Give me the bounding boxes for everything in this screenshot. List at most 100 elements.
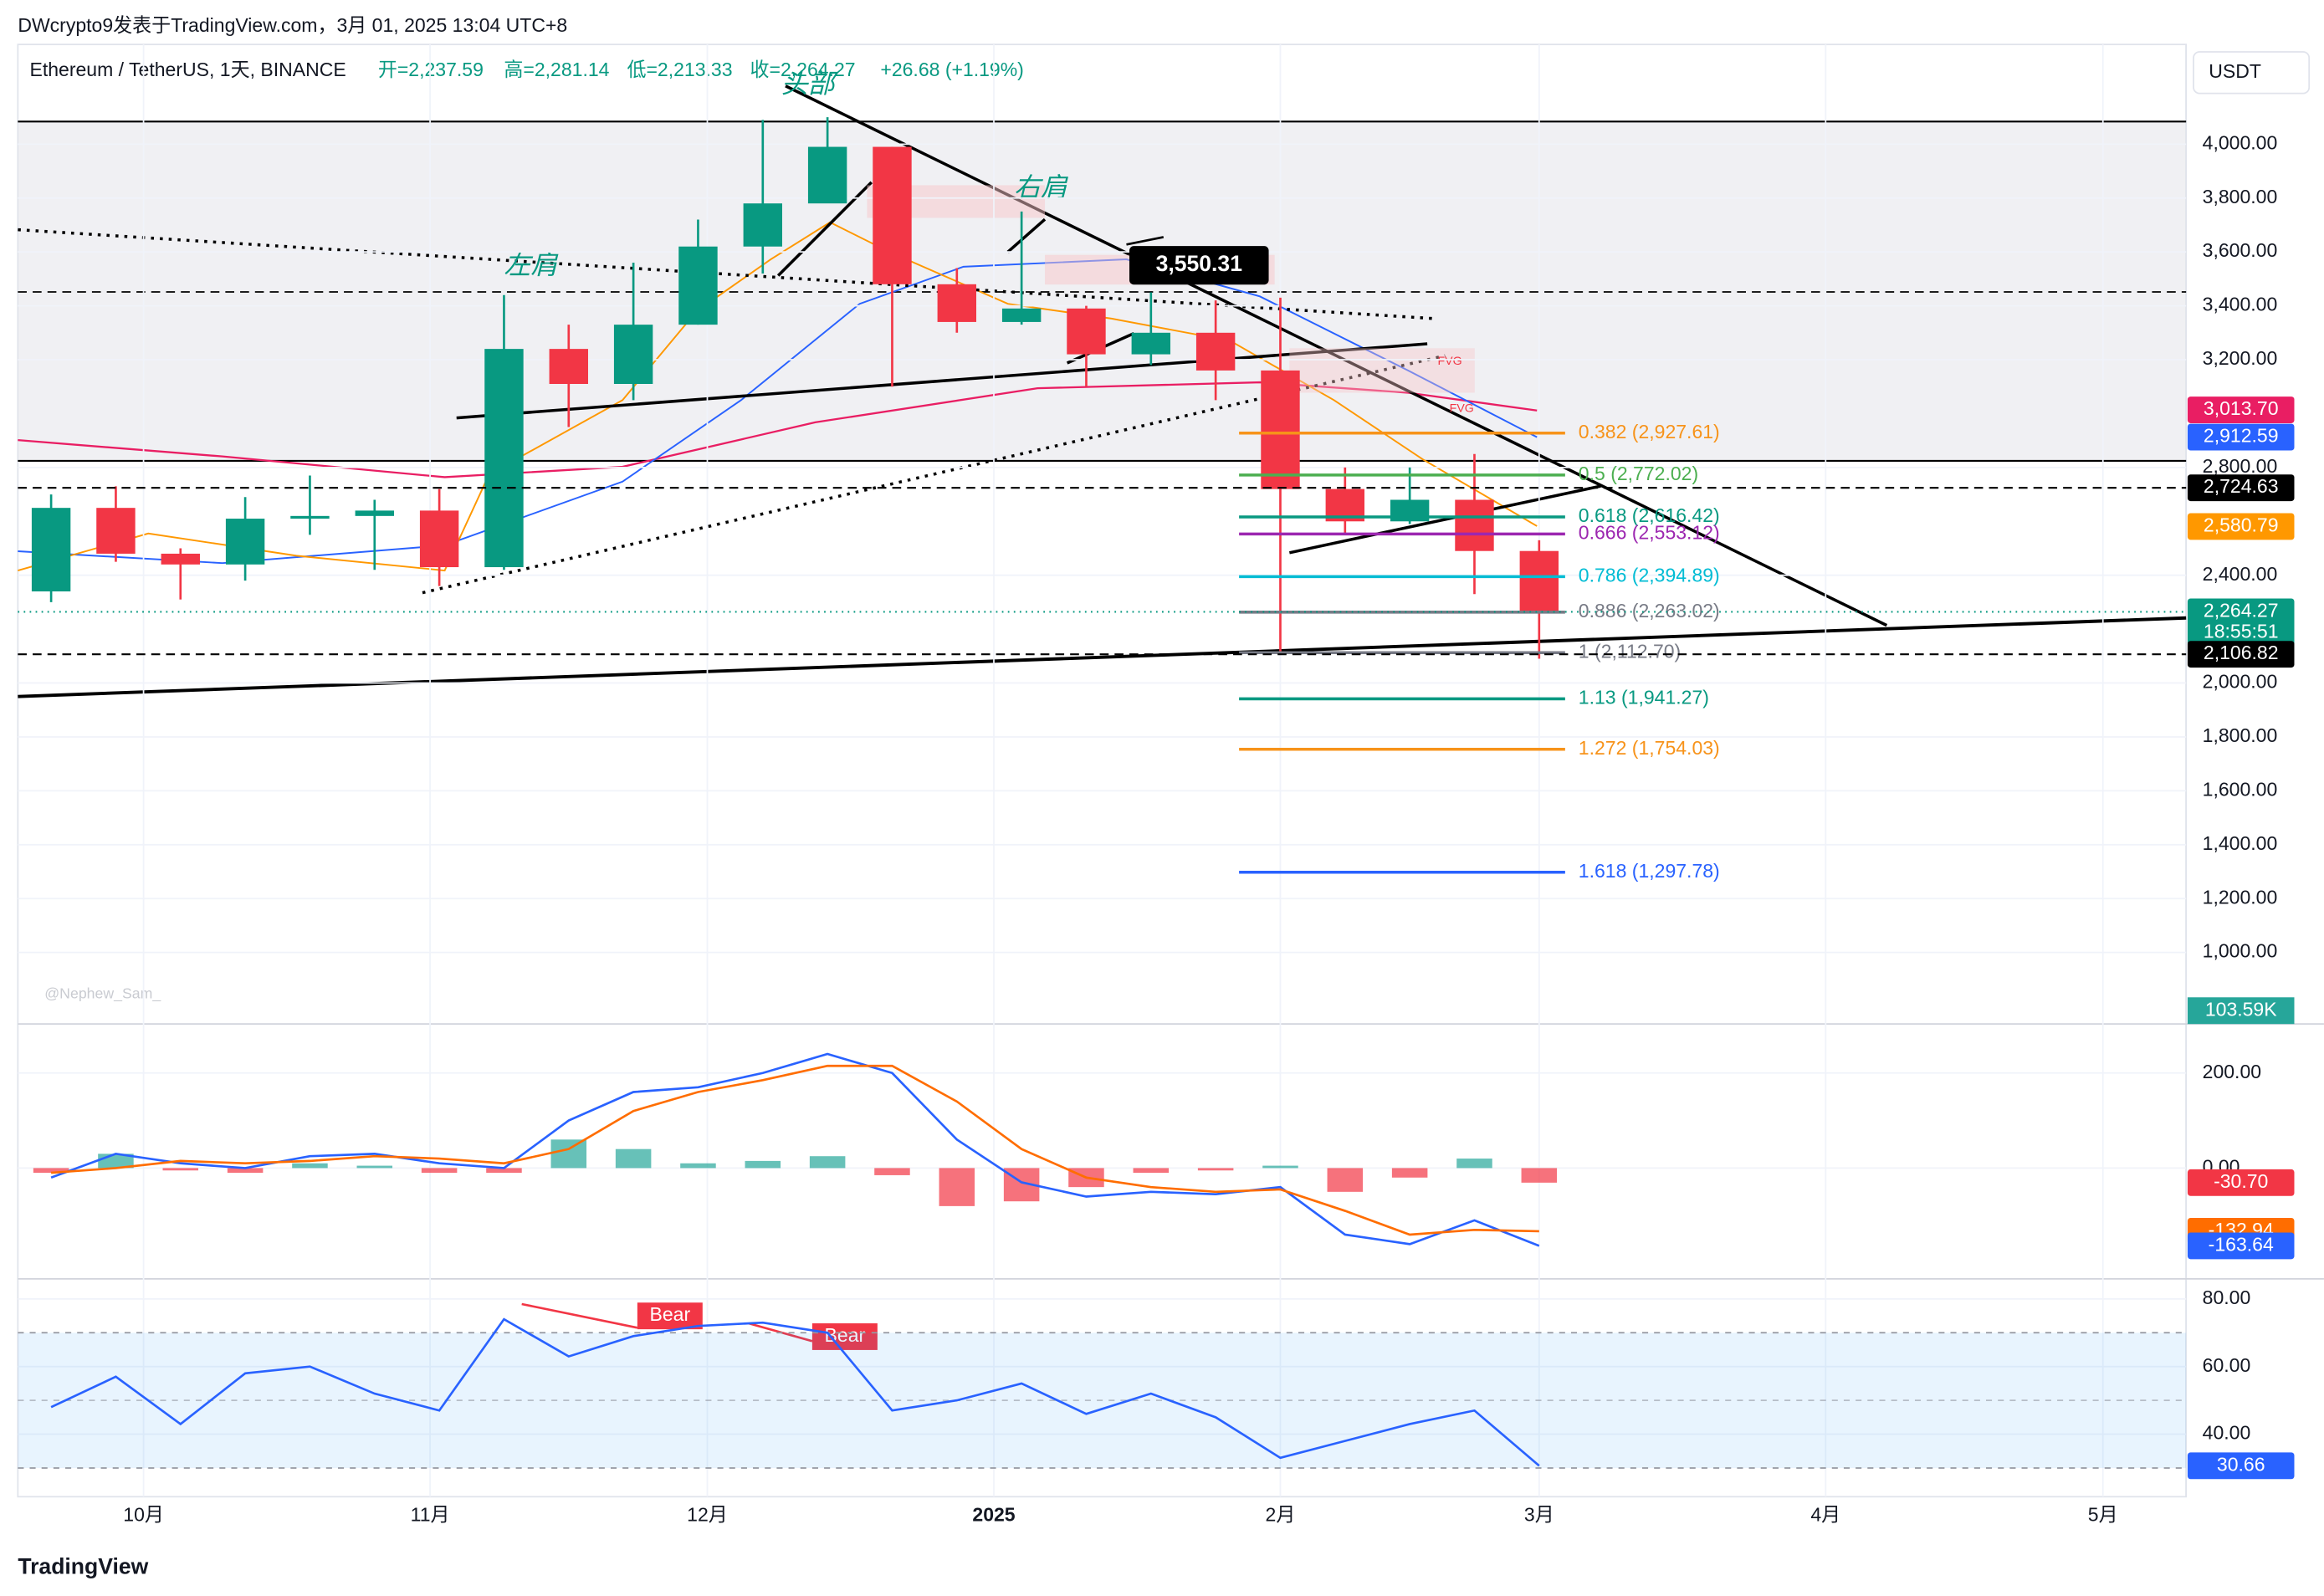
histogram-bar: [33, 1168, 69, 1174]
ma-200: [18, 381, 1538, 478]
callout-pointer: [1126, 236, 1165, 246]
price-tag-label: -163.64: [2209, 1233, 2274, 1255]
candle-body: [1001, 308, 1042, 322]
candle-body: [807, 146, 847, 204]
histogram-bar: [615, 1148, 652, 1169]
y-tick-label: 80.00: [2203, 1287, 2251, 1308]
y-tick-label: 2,000.00: [2203, 671, 2278, 693]
fib-label: 0.382 (2,927.61): [1579, 421, 1720, 442]
x-tick-label: 12月: [687, 1503, 728, 1525]
fvg-label: FVG: [1438, 355, 1462, 368]
fib-label: 1.272 (1,754.03): [1579, 737, 1720, 759]
candle-body: [873, 146, 912, 284]
histogram-bar: [680, 1163, 716, 1169]
price-tag: [2187, 1452, 2295, 1480]
y-tick-label: 1,000.00: [2203, 940, 2278, 962]
y-tick-label: 4,000.00: [2203, 131, 2278, 153]
histogram-bar: [1327, 1168, 1364, 1192]
candle-body: [355, 510, 394, 516]
price-tag-label: 2,724.63: [2204, 475, 2279, 497]
candle-body: [290, 515, 330, 519]
candle-body: [419, 510, 459, 568]
candle-body: [1067, 308, 1106, 355]
currency-box[interactable]: [2193, 51, 2311, 95]
fib-label: 1.13 (1,941.27): [1579, 687, 1709, 708]
change: +26.68 (+1.19%): [880, 59, 1023, 80]
histogram-bar: [1391, 1168, 1428, 1178]
price-tag: [2187, 474, 2295, 502]
candle-body: [1261, 370, 1300, 489]
price-tag-label: 2,912.59: [2204, 425, 2279, 447]
histogram-bar: [356, 1165, 393, 1169]
indicator-line: [50, 1317, 1540, 1467]
candle-body: [549, 349, 588, 385]
y-tick-label: 3,600.00: [2203, 239, 2278, 261]
indicator-line: [50, 1052, 1540, 1247]
trendline: [785, 84, 1888, 627]
y-tick-label: 1,800.00: [2203, 724, 2278, 746]
candle-body: [678, 246, 718, 325]
candle-body: [1455, 499, 1494, 551]
ohlc-high: 高=2,281.14: [504, 59, 609, 80]
fib-label: 0.618 (2,616.42): [1579, 504, 1720, 526]
x-tick-label: 3月: [1524, 1503, 1554, 1525]
y-tick-label: 1,200.00: [2203, 886, 2278, 908]
fib-label: 0.666 (2,553.12): [1579, 521, 1720, 543]
ohlc-low: 低=2,213.33: [627, 59, 732, 80]
histogram-bar: [292, 1163, 328, 1169]
fib-label: 1.618 (1,297.78): [1579, 860, 1720, 882]
y-tick-label: 60.00: [2203, 1354, 2251, 1376]
bear-label: Bear: [825, 1324, 866, 1346]
y-tick-label: 2,400.00: [2203, 563, 2278, 585]
candle-body: [743, 203, 782, 247]
y-tick-label: 3,200.00: [2203, 347, 2278, 369]
symbol: Ethereum / TetherUS, 1天, BINANCE: [30, 59, 346, 80]
left-shoulder-label: 左肩: [504, 249, 559, 279]
price-tag-label: 3,013.70: [2204, 397, 2279, 419]
bear-badge: [637, 1302, 703, 1330]
trendline: [1288, 484, 1601, 555]
y-tick-label: 200.00: [2203, 1061, 2261, 1082]
candle-body: [937, 284, 976, 322]
fib-label: 0.886 (2,263.02): [1579, 600, 1720, 622]
x-tick-label: 5月: [2088, 1503, 2118, 1525]
callout-box: [1129, 246, 1269, 285]
fib-label: 0.786 (2,394.89): [1579, 564, 1720, 586]
candle-body: [161, 553, 200, 565]
candle-body: [1519, 550, 1559, 612]
x-tick-label: 4月: [1810, 1503, 1840, 1525]
price-tag-label: 2,580.79: [2204, 514, 2279, 536]
price-tag-label: 30.66: [2217, 1453, 2265, 1475]
histogram-bar: [1197, 1168, 1234, 1171]
x-tick-label: 2月: [1266, 1503, 1296, 1525]
price-tag: [2187, 598, 2295, 647]
candle-body: [1131, 332, 1171, 355]
currency[interactable]: USDT: [2209, 60, 2261, 82]
ma-50: [18, 258, 1538, 565]
divergence-line: [521, 1302, 638, 1329]
histogram-bar: [1456, 1159, 1492, 1169]
callout-label: 3,550.31: [1156, 251, 1243, 276]
price-tag-label: 2,106.82: [2204, 642, 2279, 663]
y-tick-label: 40.00: [2203, 1422, 2251, 1444]
histogram-bar: [421, 1168, 458, 1174]
price-tag: [2187, 513, 2295, 540]
candle-body: [613, 325, 653, 385]
histogram-bar: [227, 1168, 264, 1174]
bear-label: Bear: [650, 1303, 691, 1325]
fvg-zone: [1289, 348, 1475, 393]
histogram-bar: [874, 1168, 910, 1175]
brand: TradingView: [18, 1553, 148, 1578]
histogram-bar: [1262, 1165, 1298, 1169]
histogram-bar: [1133, 1168, 1170, 1174]
countdown: 18:55:51: [2204, 620, 2279, 642]
candle-body: [225, 519, 265, 565]
price-tag: [2187, 423, 2295, 451]
volume-label: 103.59K: [2205, 998, 2277, 1020]
histogram-bar: [550, 1139, 587, 1169]
price-tag-label: 2,264.27: [2204, 599, 2279, 621]
histogram-bar: [745, 1160, 781, 1169]
volume-tag: [2187, 997, 2295, 1025]
